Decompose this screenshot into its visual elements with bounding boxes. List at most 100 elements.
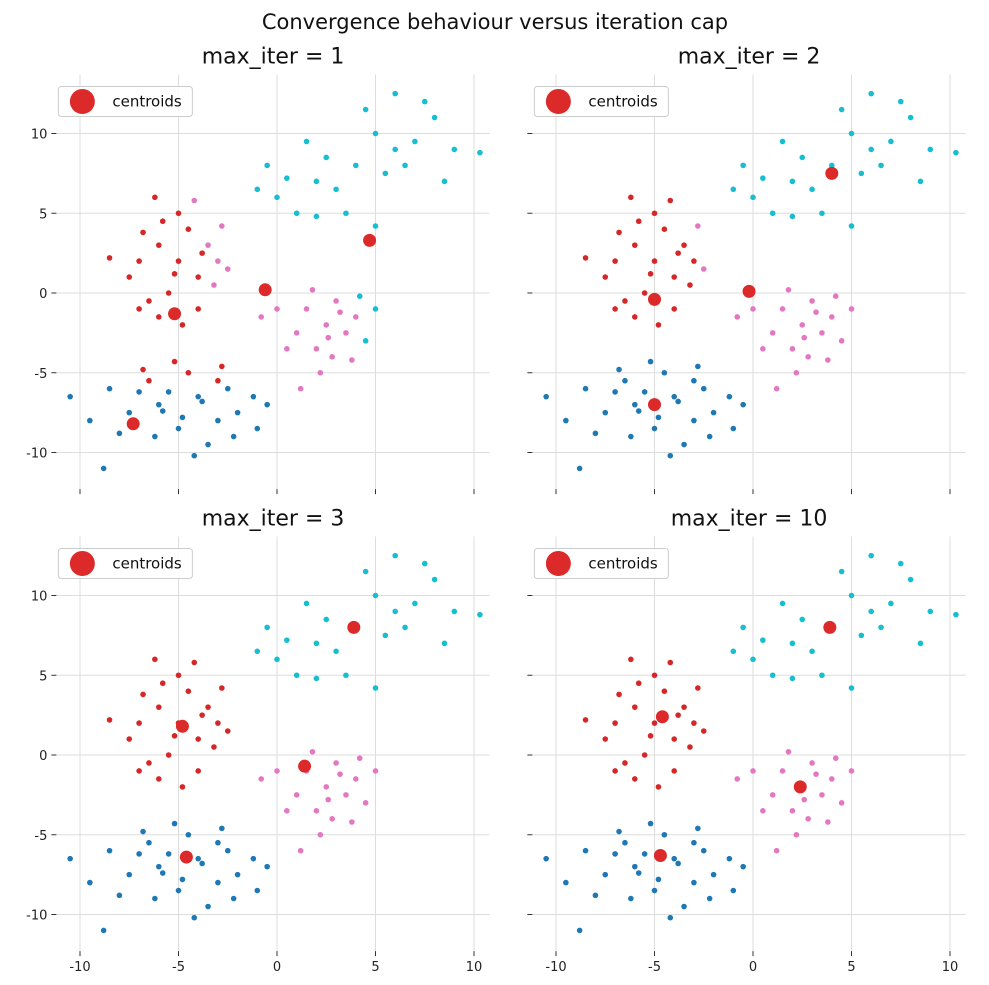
data-point [779,768,786,774]
data-point [205,242,211,248]
data-point [106,717,113,723]
data-point [146,760,152,766]
data-point [628,433,634,440]
data-point [329,816,335,822]
data-point [349,819,355,825]
x-tick-label: -5 [648,960,661,975]
data-point [819,330,825,336]
data-point [156,704,162,710]
data-point [126,871,133,878]
data-point [284,175,290,181]
data-point [392,146,399,153]
data-point [868,608,874,615]
data-point [769,210,776,217]
data-point [159,680,166,687]
data-point [274,768,280,774]
data-point [691,839,697,846]
data-point [303,138,310,145]
data-point [799,322,806,328]
data-point [250,393,257,400]
data-point [675,398,681,405]
data-point [651,258,658,264]
data-point [100,465,107,472]
data-point [451,608,458,615]
data-point [647,733,654,739]
centroid-marker [363,233,377,247]
data-point [848,592,855,599]
data-point [106,847,113,854]
data-point [195,768,201,774]
data-point [195,736,201,742]
data-point [195,274,201,280]
data-point [219,685,225,691]
data-point [175,210,182,217]
data-point [293,672,300,679]
data-point [353,776,359,782]
x-tick-label: 5 [847,960,855,975]
data-point [838,338,845,344]
data-point [635,870,642,876]
data-point [888,600,894,607]
data-point [858,632,865,639]
centroid-marker [648,292,661,306]
data-point [632,314,638,320]
data-point [303,306,310,312]
data-point [412,138,418,145]
data-point [888,138,894,145]
data-point [116,430,123,437]
data-point [582,847,589,854]
data-point [789,808,796,814]
data-point [140,828,146,835]
data-point [165,389,172,395]
data-point [809,760,815,766]
data-point [671,855,677,862]
data-point [651,887,658,894]
data-point [592,892,599,899]
data-point [592,430,599,437]
data-point [156,314,162,320]
subplot-4: -10 -5 0 5 10 max_iter = 10 centroids [527,506,966,975]
data-point [602,871,609,878]
data-point [441,178,448,185]
y-tick-label: -10 [26,909,47,924]
data-point [616,828,622,835]
data-point [687,744,693,750]
centroid-marker [823,620,837,634]
centroid-marker [126,417,140,431]
data-point [171,271,178,277]
data-point [726,855,733,862]
y-tick-label: 10 [31,128,48,143]
data-point [612,258,618,264]
data-point [323,154,330,161]
data-point [297,385,304,392]
data-point [191,197,198,204]
data-point [655,414,662,421]
data-point [211,744,217,750]
data-point [258,314,265,320]
data-point [421,98,428,105]
data-point [317,369,324,376]
data-point [224,266,231,272]
data-point [224,847,231,854]
data-point [602,409,609,416]
data-point [760,175,766,181]
data-point [809,648,815,655]
data-point [628,194,634,201]
data-point [337,309,343,315]
data-point [779,138,786,145]
data-point [215,720,221,726]
data-point [687,282,693,288]
data-point [126,736,133,742]
data-point [146,377,152,384]
centroid-marker [168,307,182,321]
data-point [838,106,845,113]
data-point [333,648,339,655]
data-point [254,425,261,432]
data-point [362,338,369,344]
data-point [809,298,815,304]
data-point [215,258,221,264]
data-point [264,401,270,408]
data-point [451,146,458,153]
data-point [681,441,687,448]
